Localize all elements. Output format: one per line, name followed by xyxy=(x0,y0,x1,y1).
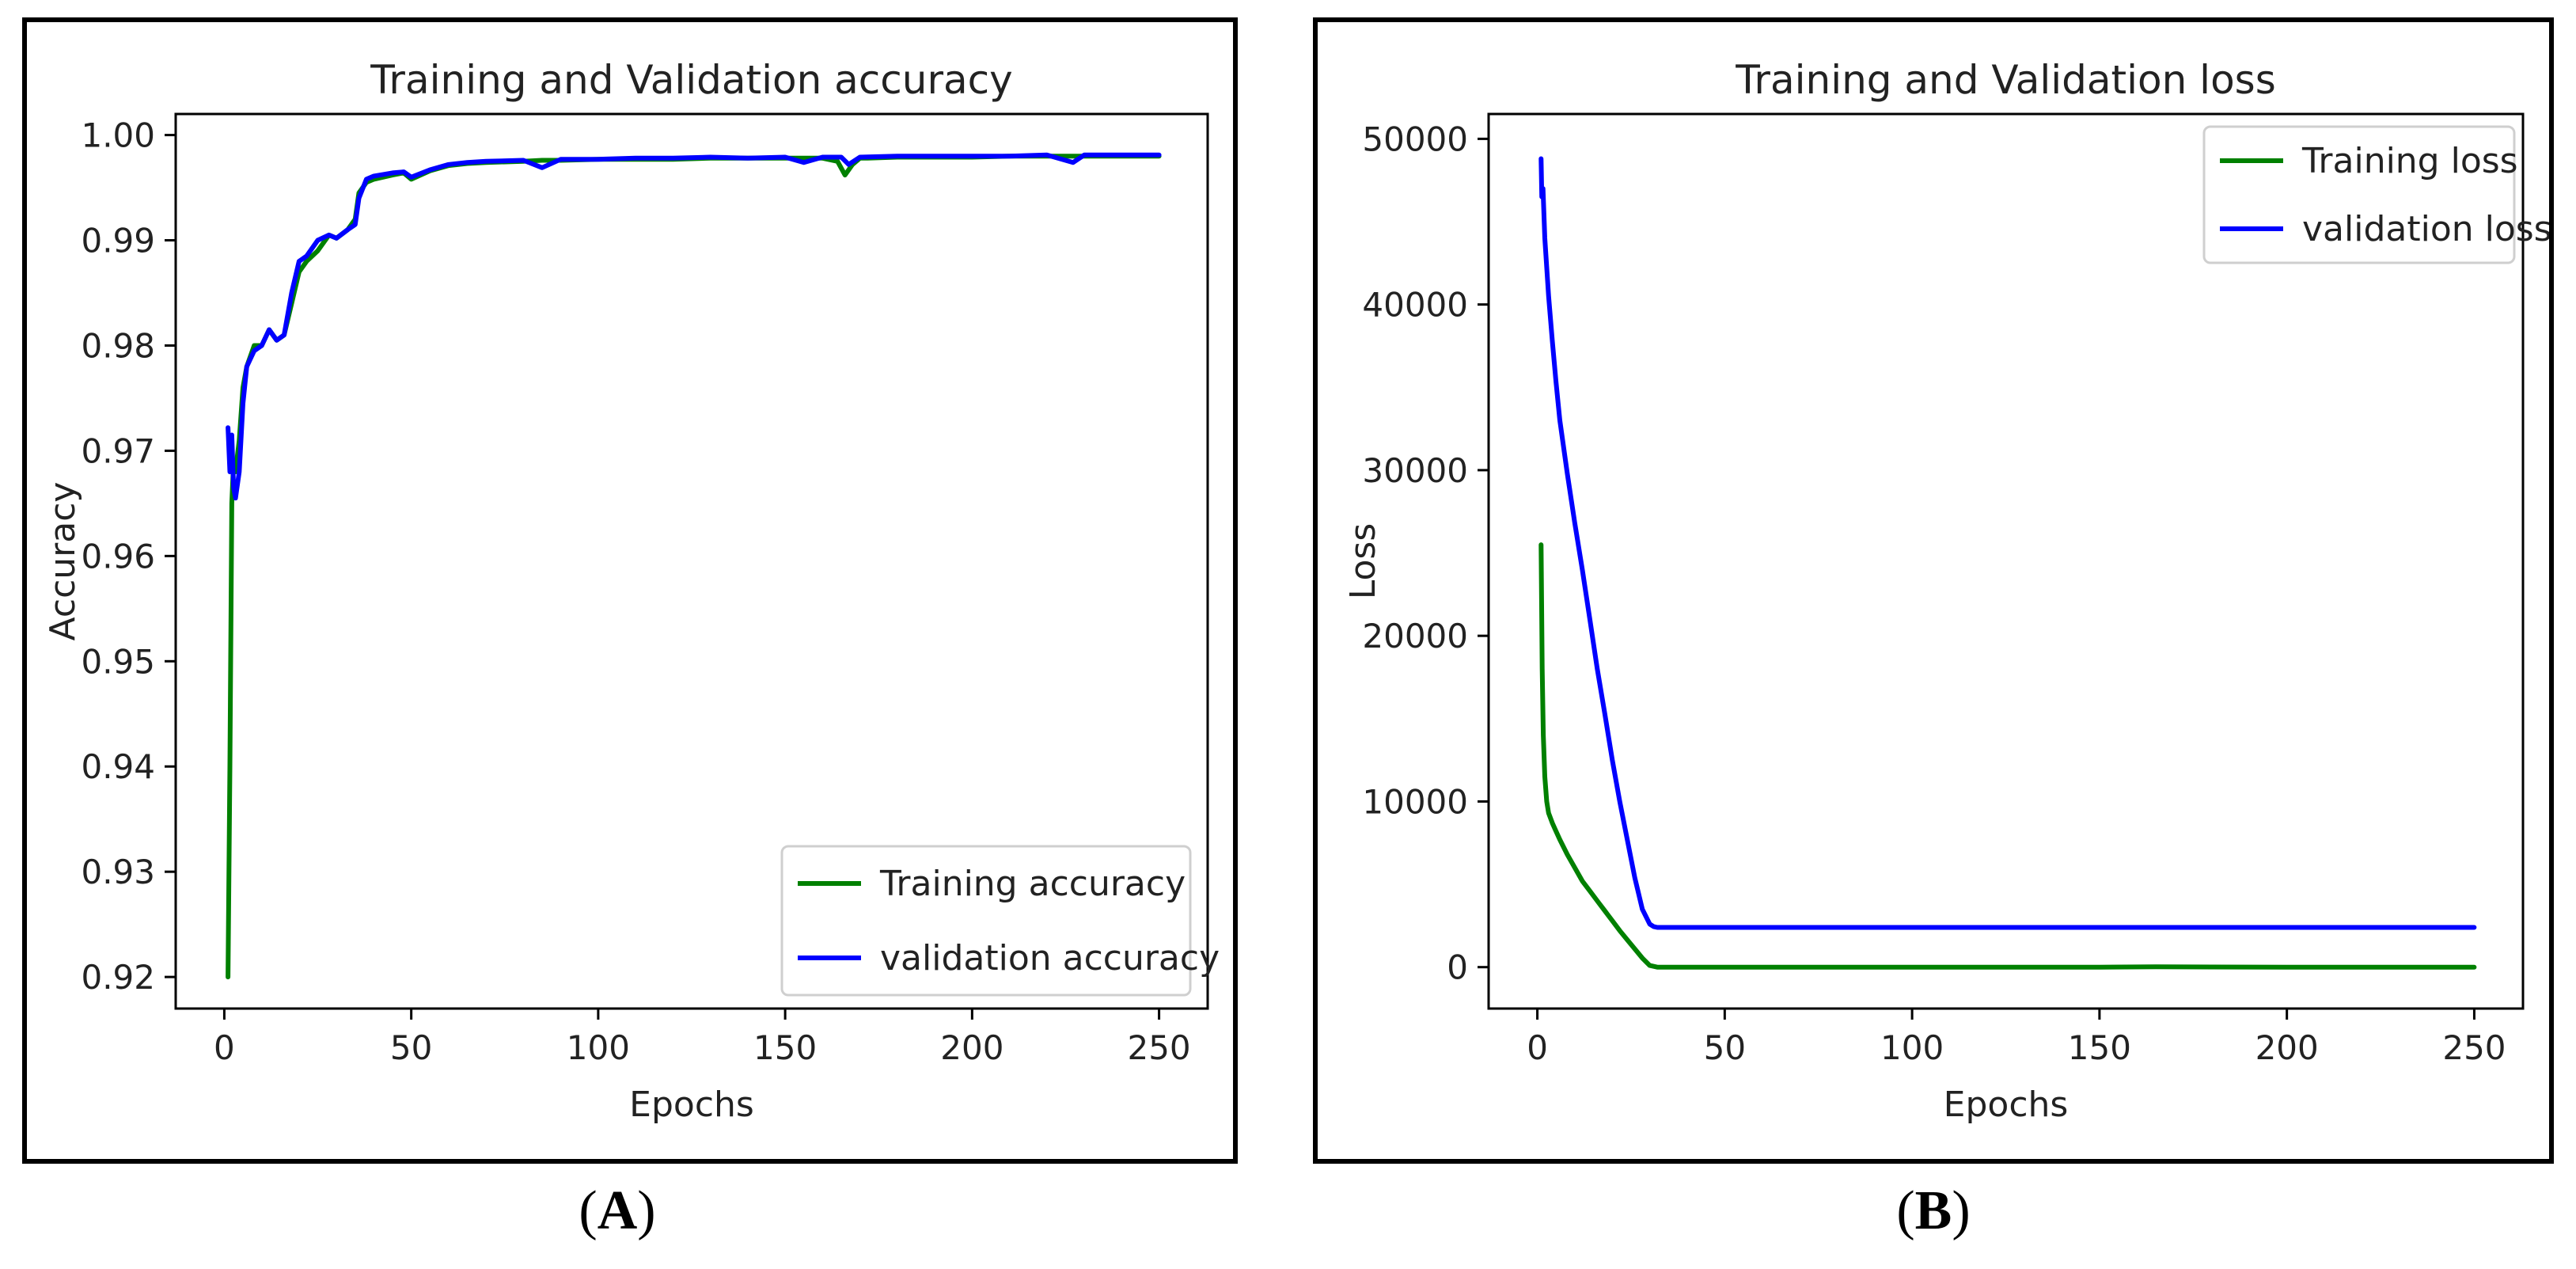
x-tick-label: 200 xyxy=(2255,1028,2319,1067)
series-line-validation-accuracy xyxy=(226,152,1162,501)
x-tick-label: 150 xyxy=(753,1028,817,1067)
chart-title: Training and Validation loss xyxy=(1735,57,2276,103)
legend-entry: Training accuracy xyxy=(879,864,1186,904)
chart-legend: Training accuracy validation accuracy xyxy=(780,845,1220,997)
y-tick-label: 0.92 xyxy=(81,958,155,997)
y-tick-label: 40000 xyxy=(1362,286,1468,325)
panel-caption-a: (A) xyxy=(579,1180,656,1241)
panel-caption-b: (B) xyxy=(1896,1180,1971,1241)
y-tick-label: 50000 xyxy=(1362,120,1468,158)
series-line-validation-loss xyxy=(1538,156,2477,930)
x-tick-label: 50 xyxy=(1704,1028,1746,1067)
series-line-training-loss xyxy=(1538,542,2477,970)
x-tick-label: 50 xyxy=(390,1028,432,1067)
loss-chart: Training and Validation loss 0 50 100 150 200… xyxy=(1343,57,2549,1125)
y-tick-label: 0.95 xyxy=(81,642,155,681)
x-tick-label: 250 xyxy=(1127,1028,1190,1067)
y-tick-label: 0.99 xyxy=(81,222,155,260)
loss-chart-panel: Training and Validation loss 0 50 100 150 200… xyxy=(1313,17,2554,1164)
y-tick-label: 0.93 xyxy=(81,853,155,891)
x-tick-label: 0 xyxy=(1527,1028,1548,1067)
x-tick-label: 150 xyxy=(2068,1028,2131,1067)
y-tick-label: 0.98 xyxy=(81,326,155,365)
legend-entry: validation accuracy xyxy=(880,938,1220,978)
y-tick-label: 0.96 xyxy=(81,537,155,576)
y-axis-label: Loss xyxy=(1343,523,1383,600)
accuracy-chart-panel: Training and Validation accuracy 0 50 100 15… xyxy=(22,17,1238,1164)
y-tick-label: 1.00 xyxy=(81,116,155,155)
y-tick-label: 0.94 xyxy=(81,747,155,786)
chart-title: Training and Validation accuracy xyxy=(370,57,1013,103)
plot-area-frame xyxy=(1487,112,2525,1010)
x-tick-label: 200 xyxy=(940,1028,1003,1067)
legend-entry: validation loss xyxy=(2302,209,2549,249)
x-tick-label: 250 xyxy=(2442,1028,2506,1067)
chart-legend: Training loss validation loss xyxy=(2202,125,2549,264)
y-tick-label: 10000 xyxy=(1362,782,1468,821)
x-axis-label: Epochs xyxy=(1944,1085,2069,1125)
x-tick-label: 0 xyxy=(214,1028,235,1067)
x-tick-label: 100 xyxy=(567,1028,630,1067)
panel-label-b: B xyxy=(1914,1180,1952,1241)
x-tick-label: 100 xyxy=(1880,1028,1944,1067)
y-tick-label: 0 xyxy=(1447,948,1468,987)
legend-entry: Training loss xyxy=(2301,141,2518,181)
panel-label-a: A xyxy=(597,1180,638,1241)
legend-box xyxy=(780,845,1192,997)
y-axis-label: Accuracy xyxy=(43,482,83,641)
y-tick-label: 0.97 xyxy=(81,431,155,470)
y-tick-label: 30000 xyxy=(1362,451,1468,490)
x-axis-label: Epochs xyxy=(629,1085,754,1125)
y-tick-label: 20000 xyxy=(1362,617,1468,655)
accuracy-chart: Training and Validation accuracy 0 50 100 15… xyxy=(43,57,1220,1125)
plot-area-frame xyxy=(174,112,1209,1010)
